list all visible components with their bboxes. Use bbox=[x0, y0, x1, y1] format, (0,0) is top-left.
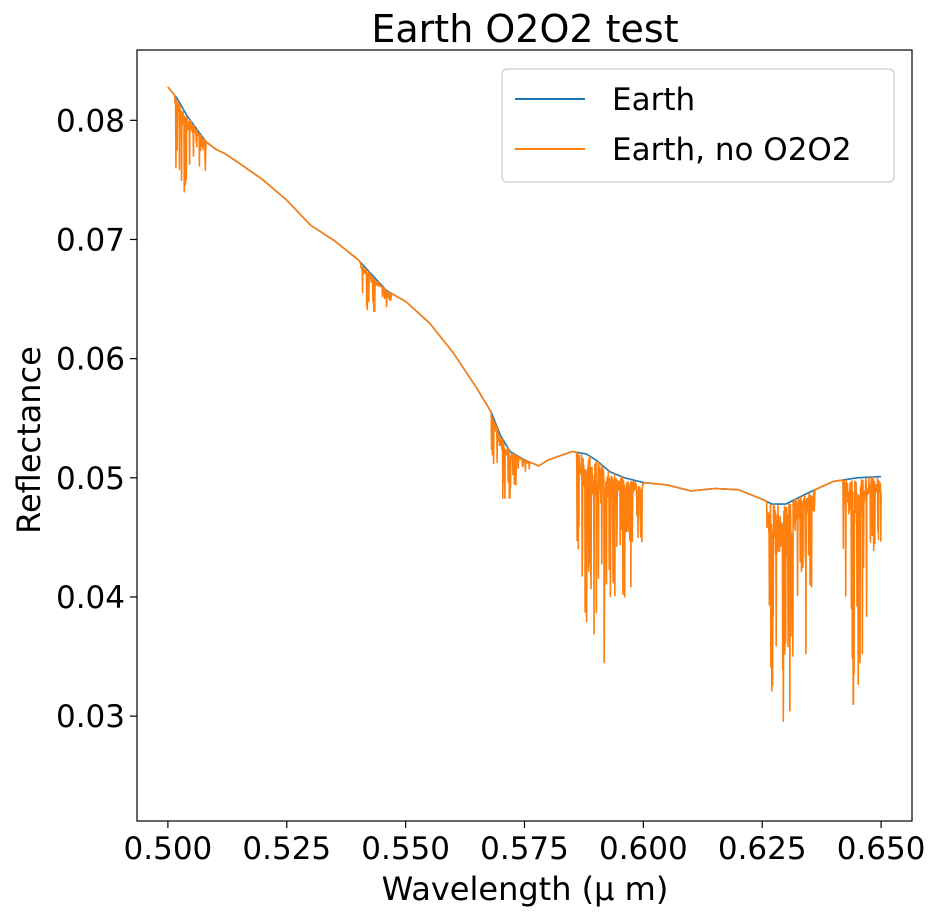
legend-box bbox=[501, 68, 895, 183]
x-tick-label-4: 0.600 bbox=[599, 831, 688, 867]
x-tick-label-6: 0.650 bbox=[837, 831, 926, 867]
x-axis: 0.500 0.525 0.550 0.575 0.600 0.625 0.650 bbox=[124, 821, 926, 867]
y-axis: 0.03 0.04 0.05 0.06 0.07 0.08 bbox=[56, 103, 137, 735]
y-tick-label-0: 0.03 bbox=[56, 699, 125, 735]
x-axis-label: Wavelength (μ m) bbox=[382, 870, 669, 908]
plot-area: 0.500 0.525 0.550 0.575 0.600 0.625 0.650 0.03… bbox=[56, 49, 926, 867]
legend-label-1: Earth, no O2O2 bbox=[612, 132, 852, 168]
y-tick-label-4: 0.07 bbox=[56, 222, 125, 258]
legend: Earth Earth, no O2O2 bbox=[501, 68, 895, 183]
y-tick-label-3: 0.06 bbox=[56, 342, 125, 378]
series-layer bbox=[167, 86, 882, 722]
x-tick-label-0: 0.500 bbox=[124, 831, 213, 867]
y-axis-label: Reflectance bbox=[10, 346, 48, 534]
y-tick-label-5: 0.08 bbox=[56, 103, 125, 139]
x-tick-label-1: 0.525 bbox=[242, 831, 331, 867]
legend-label-0: Earth bbox=[612, 82, 695, 118]
x-tick-label-5: 0.625 bbox=[718, 831, 807, 867]
chart-title: Earth O2O2 test bbox=[371, 7, 678, 51]
x-tick-label-2: 0.550 bbox=[361, 831, 450, 867]
x-tick-label-3: 0.575 bbox=[480, 831, 569, 867]
series-line-earth-no-o2o2 bbox=[167, 86, 882, 722]
y-tick-label-2: 0.05 bbox=[56, 461, 125, 497]
y-tick-label-1: 0.04 bbox=[56, 580, 125, 616]
